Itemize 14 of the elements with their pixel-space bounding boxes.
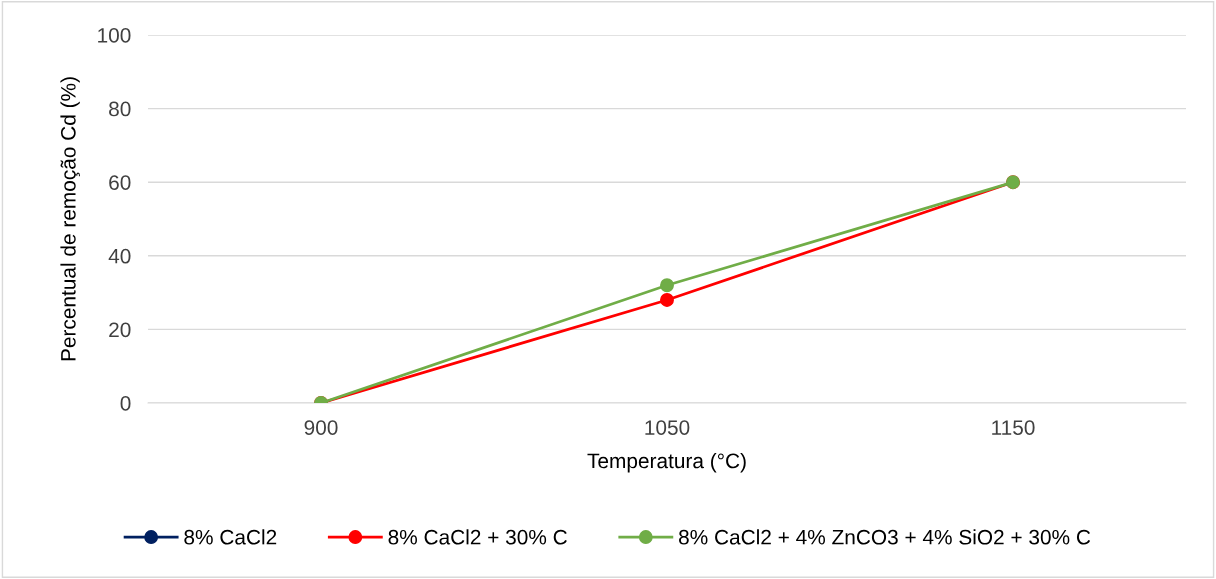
y-tick-label: 80 xyxy=(109,101,131,117)
x-tick-label: 1050 xyxy=(645,420,690,435)
x-tick-label: 900 xyxy=(304,420,338,435)
x-axis-title: Temperatura (°C) xyxy=(587,452,746,473)
legend-label: 8% CaCl2 + 4% ZnCO3 + 4% SiO2 + 30% C xyxy=(679,529,1091,545)
y-axis-title: Percentual de remoção Cd (%) xyxy=(60,77,80,361)
legend-label: 8% CaCl2 + 30% C xyxy=(388,529,567,545)
y-tick-label: 100 xyxy=(98,28,131,43)
y-tick-label: 0 xyxy=(120,396,131,411)
x-tick-label: 1150 xyxy=(992,420,1035,435)
y-tick-label: 60 xyxy=(109,175,131,190)
y-tick-label: 20 xyxy=(109,322,131,338)
legend-label: 8% CaCl2 xyxy=(184,529,277,545)
y-tick-label: 40 xyxy=(108,248,131,264)
